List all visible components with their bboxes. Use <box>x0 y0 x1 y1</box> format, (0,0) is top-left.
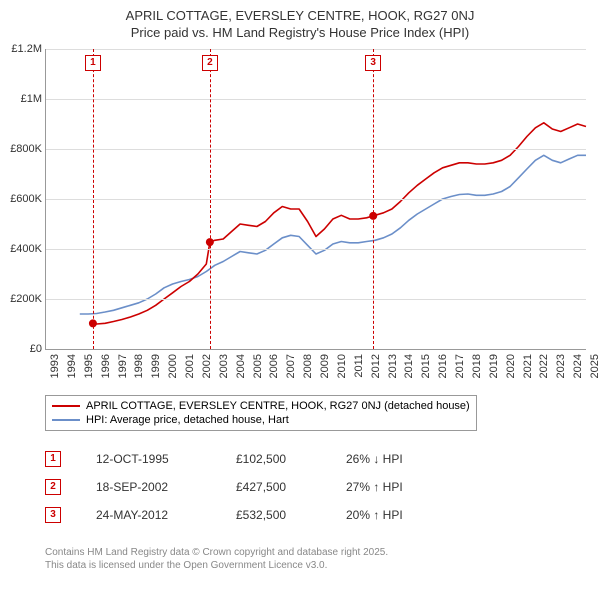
x-axis-label: 2005 <box>252 354 264 378</box>
footer-line-1: Contains HM Land Registry data © Crown c… <box>45 546 388 559</box>
x-axis-label: 2006 <box>268 354 280 378</box>
legend: APRIL COTTAGE, EVERSLEY CENTRE, HOOK, RG… <box>45 395 477 431</box>
sales-row: 2 18-SEP-2002£427,50027% ↑ HPI <box>45 473 446 501</box>
y-axis-label: £200K <box>2 293 42 305</box>
sales-row-badge: 2 <box>45 479 61 495</box>
gridline-y <box>46 299 586 300</box>
sales-row-price: £532,500 <box>236 508 346 522</box>
x-axis-label: 1994 <box>66 354 78 378</box>
x-axis-label: 2003 <box>218 354 230 378</box>
x-axis-label: 2004 <box>235 354 247 378</box>
sales-row-price: £102,500 <box>236 452 346 466</box>
x-axis-label: 1999 <box>150 354 162 378</box>
sale-marker-badge: 2 <box>202 55 218 71</box>
x-axis-label: 2019 <box>488 354 500 378</box>
sales-row: 1 12-OCT-1995£102,50026% ↓ HPI <box>45 445 446 473</box>
x-axis-label: 2024 <box>572 354 584 378</box>
legend-swatch-hpi <box>52 419 80 421</box>
x-axis-label: 2010 <box>336 354 348 378</box>
sales-row-delta: 26% ↓ HPI <box>346 452 446 466</box>
x-axis-label: 1995 <box>83 354 95 378</box>
sales-row-date: 12-OCT-1995 <box>96 452 236 466</box>
sale-marker-badge: 1 <box>85 55 101 71</box>
x-axis-label: 2011 <box>353 354 365 378</box>
x-axis-label: 1997 <box>117 354 129 378</box>
x-axis-label: 2002 <box>201 354 213 378</box>
y-axis-label: £600K <box>2 193 42 205</box>
series-line-hpi <box>80 155 586 314</box>
x-axis-label: 2001 <box>184 354 196 378</box>
x-axis-label: 2007 <box>285 354 297 378</box>
x-axis-label: 2017 <box>454 354 466 378</box>
gridline-y <box>46 99 586 100</box>
gridline-y <box>46 149 586 150</box>
sales-row-delta: 20% ↑ HPI <box>346 508 446 522</box>
x-axis-label: 2008 <box>302 354 314 378</box>
x-axis-label: 2025 <box>589 354 600 378</box>
x-axis-label: 2015 <box>420 354 432 378</box>
sales-row-badge: 3 <box>45 507 61 523</box>
legend-item-property: APRIL COTTAGE, EVERSLEY CENTRE, HOOK, RG… <box>52 399 470 413</box>
x-axis-label: 2023 <box>555 354 567 378</box>
y-axis-label: £400K <box>2 243 42 255</box>
legend-label-hpi: HPI: Average price, detached house, Hart <box>86 414 289 426</box>
sales-row-date: 18-SEP-2002 <box>96 480 236 494</box>
series-line-property <box>93 123 586 324</box>
x-axis-label: 2020 <box>505 354 517 378</box>
title-line-2: Price paid vs. HM Land Registry's House … <box>0 25 600 42</box>
y-axis-label: £1M <box>2 93 42 105</box>
sale-marker-line <box>373 49 374 349</box>
sales-table: 1 12-OCT-1995£102,50026% ↓ HPI 2 18-SEP-200… <box>45 445 446 529</box>
x-axis-label: 2012 <box>370 354 382 378</box>
x-axis-label: 2000 <box>167 354 179 378</box>
x-axis-label: 2013 <box>387 354 399 378</box>
x-axis-label: 2014 <box>403 354 415 378</box>
title-line-1: APRIL COTTAGE, EVERSLEY CENTRE, HOOK, RG… <box>0 8 600 25</box>
sales-row-delta: 27% ↑ HPI <box>346 480 446 494</box>
sale-marker-line <box>210 49 211 349</box>
footer-line-2: This data is licensed under the Open Gov… <box>45 559 388 572</box>
chart-container: 1 2 3 £0 £200K £400K £600K £800K £1M £1.2M 1993 19… <box>0 44 600 384</box>
y-axis-label: £1.2M <box>2 43 42 55</box>
gridline-y <box>46 249 586 250</box>
sales-row: 3 24-MAY-2012£532,50020% ↑ HPI <box>45 501 446 529</box>
gridline-y <box>46 199 586 200</box>
x-axis-label: 2016 <box>437 354 449 378</box>
x-axis-label: 2018 <box>471 354 483 378</box>
plot-area: 1 2 3 <box>45 49 586 350</box>
y-axis-label: £800K <box>2 143 42 155</box>
gridline-y <box>46 49 586 50</box>
sales-row-price: £427,500 <box>236 480 346 494</box>
sales-row-badge: 1 <box>45 451 61 467</box>
legend-label-property: APRIL COTTAGE, EVERSLEY CENTRE, HOOK, RG… <box>86 400 470 412</box>
legend-item-hpi: HPI: Average price, detached house, Hart <box>52 413 470 427</box>
x-axis-label: 1998 <box>133 354 145 378</box>
legend-swatch-property <box>52 405 80 407</box>
x-axis-label: 1993 <box>49 354 61 378</box>
x-axis-label: 2022 <box>538 354 550 378</box>
x-axis-label: 2021 <box>522 354 534 378</box>
sale-marker-badge: 3 <box>365 55 381 71</box>
footer-attribution: Contains HM Land Registry data © Crown c… <box>45 546 388 572</box>
sales-row-date: 24-MAY-2012 <box>96 508 236 522</box>
x-axis-label: 1996 <box>100 354 112 378</box>
chart-title-block: APRIL COTTAGE, EVERSLEY CENTRE, HOOK, RG… <box>0 0 600 42</box>
y-axis-label: £0 <box>2 343 42 355</box>
x-axis-label: 2009 <box>319 354 331 378</box>
sale-marker-line <box>93 49 94 349</box>
